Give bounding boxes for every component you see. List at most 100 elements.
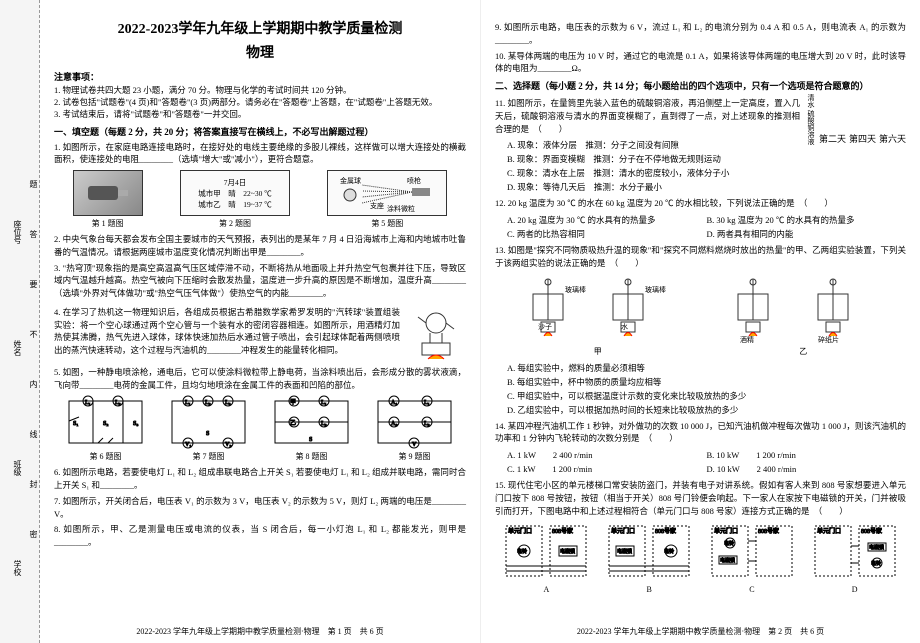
f2-row1: 城市甲 晴 22~30 ℃	[198, 188, 271, 199]
question-12: 12. 20 kg 温度为 30 ℃ 的水在 60 kg 温度为 20 ℃ 的水…	[495, 197, 906, 210]
cap-2: 第 2 题图	[219, 218, 251, 229]
seal-3: 内	[28, 380, 39, 388]
svg-text:单元门口: 单元门口	[508, 527, 532, 535]
q12-a: A. 20 kg 温度为 30 ℃ 的水具有的热量多	[507, 213, 707, 227]
aeolipile-icon	[408, 303, 464, 363]
cap-9: 第 9 题图	[399, 451, 431, 462]
question-5: 5. 如图，一种静电喷涂枪，通电后，它可以使涂料微粒带上静电荷，当涂料喷出后，会…	[54, 366, 466, 392]
q14-a: A. 1 kW 2 400 r/min	[507, 448, 707, 462]
q14-c: C. 1 kW 1 200 r/min	[507, 462, 707, 476]
cap-8: 第 8 题图	[296, 451, 328, 462]
circuit-9-icon: A₁ L₁ A₂ L₂ V	[372, 395, 457, 449]
cap-6: 第 6 题图	[90, 451, 122, 462]
q12-d: D. 两者具有相同的内能	[707, 227, 907, 241]
svg-text:808号家: 808号家	[552, 527, 573, 535]
question-13: 13. 如图是"探究不同物质吸热升温的现象"和"探究不同燃料燃烧时放出的热量"的…	[495, 244, 906, 270]
q13-b: B. 每组实验中，杯中物质的质量均应相等	[507, 375, 906, 389]
exam-subject: 物理	[54, 42, 466, 62]
binding-margin: 学校 班级 姓名 座位号 密 封 线 内 不 要 答 题	[0, 0, 40, 643]
fig-5: 金属球 支座 喷枪 涂料微粒 第 5 题图	[327, 170, 447, 229]
question-7: 7. 如图所示，开关闭合后，电压表 V₁ 的示数为 3 V，电压表 V₂ 的示数…	[54, 495, 466, 521]
svg-text:S₂: S₂	[103, 421, 108, 427]
q12-choices: A. 20 kg 温度为 30 ℃ 的水具有的热量多 B. 30 kg 温度为 …	[495, 213, 906, 241]
plug-icon	[83, 178, 133, 208]
q15-cap-c: C	[749, 585, 754, 594]
svg-text:电铃: 电铃	[871, 560, 881, 567]
page-2: 9. 如图所示电路，电压表的示数为 6 V，流过 L₁ 和 L₂ 的电流分别为 …	[480, 0, 920, 643]
q15-b: 单元门口 808号家 电磁锁 电铃 B	[604, 521, 694, 594]
q12-b: B. 30 kg 温度为 20 ℃ 的水具有的热量多	[707, 213, 907, 227]
seal-7: 题	[28, 180, 39, 188]
svg-text:电磁锁: 电磁锁	[617, 548, 632, 555]
f2-date: 7月4日	[224, 177, 247, 188]
cap-7: 第 7 题图	[193, 451, 225, 462]
svg-text:电铃: 电铃	[724, 540, 734, 547]
q11-lbl1: 清水	[807, 94, 815, 108]
binding-label-school: 学校	[12, 560, 23, 576]
svg-text:金属球: 金属球	[340, 176, 361, 185]
q13-c: C. 甲组实验中，可以根据温度计示数的变化来比较吸放热的多少	[507, 389, 906, 403]
svg-text:涂料微粒: 涂料微粒	[387, 204, 415, 213]
q14-choices: A. 1 kW 2 400 r/min B. 10 kW 1 200 r/min…	[495, 448, 906, 476]
exam-title: 2022-2023学年九年级上学期期中教学质量检测	[54, 18, 466, 38]
svg-text:单元门口: 单元门口	[817, 527, 841, 535]
q15-cap-d: D	[852, 585, 858, 594]
figrow-2: L₁ L₂ S₁ S₂ S₃ 第 6 题图 L₁ L₂ L₃ V₁ V₂ S 第…	[54, 395, 466, 462]
q12-c: C. 两者的比热容相同	[507, 227, 707, 241]
fig-8: 甲 L₁ 乙 L₂ S 第 8 题图	[269, 395, 354, 462]
seal-4: 不	[28, 330, 39, 338]
svg-text:808号家: 808号家	[861, 527, 882, 535]
binding-label-class: 班级	[12, 460, 23, 476]
svg-text:808号家: 808号家	[758, 527, 779, 535]
fig-7: L₁ L₂ L₃ V₁ V₂ S 第 7 题图	[166, 395, 251, 462]
q11-t2: 第四天	[849, 132, 876, 145]
svg-text:L₁: L₁	[321, 400, 327, 406]
seal-5: 要	[28, 280, 39, 288]
section2-header: 二、选择题（每小题 2 分，共 14 分；每小题给出的四个选项中，只有一个选项是…	[495, 79, 906, 92]
svg-text:喷枪: 喷枪	[407, 176, 421, 185]
q11-a: A. 现象：液体分层 推测：分子之间没有间隙	[507, 138, 800, 152]
svg-text:S₁: S₁	[73, 421, 78, 427]
f2-row2: 城市乙 晴 19~37 ℃	[198, 199, 271, 210]
q11-c: C. 现象：清水在上层 推测：清水的密度较小，液体分子小	[507, 166, 800, 180]
door-circuit-d-icon: 单元门口 808号家 电磁锁 电铃	[810, 521, 900, 583]
svg-text:单元门口: 单元门口	[714, 527, 738, 535]
svg-text:甲: 甲	[290, 399, 296, 406]
question-3: 3. "热穹顶"现象指的是高空高温高气压区域停滞不动，不断将热从地面吸上并升热空…	[54, 262, 466, 300]
door-circuit-a-icon: 单元门口 808号家 电铃 电磁锁	[501, 521, 591, 583]
circuit-6-icon: L₁ L₂ S₁ S₂ S₃	[63, 395, 148, 449]
binding-label-seat: 座位号	[12, 220, 23, 244]
cap-1: 第 1 题图	[92, 218, 124, 229]
svg-text:单元门口: 单元门口	[611, 527, 635, 535]
svg-text:玻璃棒: 玻璃棒	[565, 285, 586, 294]
svg-text:L₂: L₂	[115, 400, 121, 406]
q15-c: 单元门口 808号家 电铃 电磁锁 C	[707, 521, 797, 594]
footer-2: 2022-2023 学年九年级上学期期中教学质量检测·物理 第 2 页 共 6 …	[481, 626, 920, 637]
seal-0: 密	[28, 530, 39, 538]
q14-b: B. 10 kW 1 200 r/min	[707, 448, 907, 462]
svg-text:L₂: L₂	[205, 400, 211, 406]
beakers-yi-icon: 酒精 碎纸片	[723, 274, 883, 344]
door-circuit-c-icon: 单元门口 808号家 电铃 电磁锁	[707, 521, 797, 583]
q11-figures: 清水 硫酸铜溶液 第二天 第四天 第六天	[806, 94, 906, 194]
question-11: 11. 如图所示，在量筒里先装入蓝色的硫酸铜溶液，再沿侧壁上一定高度，置入几天后…	[495, 97, 800, 135]
q15-cap-b: B	[646, 585, 651, 594]
svg-text:乙: 乙	[290, 420, 296, 427]
question-6: 6. 如图所示电路，若要使电灯 L₁ 和 L₂ 组成串联电路合上开关 S₁ 若要…	[54, 466, 466, 492]
q13-d: D. 乙组实验中，可以根据加热时间的长短来比较吸放热的多少	[507, 403, 906, 417]
svg-text:S₃: S₃	[133, 421, 138, 427]
fig-1: 第 1 题图	[73, 170, 143, 229]
svg-text:玻璃棒: 玻璃棒	[645, 285, 666, 294]
q11-d: D. 现象：等待几天后 推测：水分子最小	[507, 180, 800, 194]
svg-text:电磁锁: 电磁锁	[869, 544, 884, 551]
circuit-8-icon: 甲 L₁ 乙 L₂ S	[269, 395, 354, 449]
svg-text:电铃: 电铃	[664, 548, 674, 555]
footer-1: 2022-2023 学年九年级上学期期中教学质量检测·物理 第 1 页 共 6 …	[40, 626, 480, 637]
seal-2: 线	[28, 430, 39, 438]
svg-text:水: 水	[621, 322, 628, 331]
instr-2: 2. 试卷包括"试题卷"(4 页)和"答题卷"(3 页)两部分。请务必在"答题卷…	[54, 97, 466, 109]
seal-1: 封	[28, 480, 39, 488]
svg-text:电磁锁: 电磁锁	[720, 557, 735, 564]
beakers-jia-icon: 玻璃棒 沙子 玻璃棒 水	[518, 274, 678, 344]
svg-text:电铃: 电铃	[517, 548, 527, 555]
